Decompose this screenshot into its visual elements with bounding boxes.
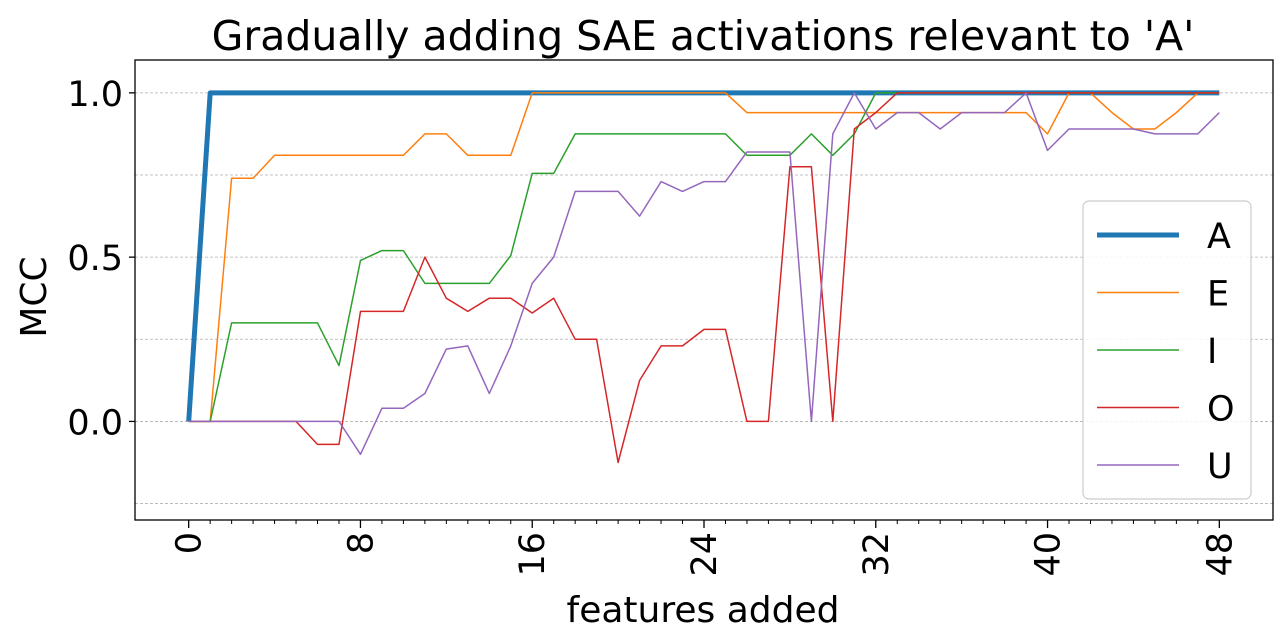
legend-label-O: O: [1207, 390, 1235, 430]
x-tick-label: 16: [513, 532, 553, 577]
series-line-O: [188, 92, 1220, 464]
axes: 0.0 0.5 1.0 0 8 16 24 32 40 48: [67, 59, 1274, 577]
series-lines: [186, 90, 1220, 464]
series-line-E: [188, 92, 1220, 423]
x-tick-label: 8: [341, 532, 381, 554]
series-line-I: [188, 92, 1220, 423]
y-tick-label: 1.0: [67, 75, 123, 115]
y-tick-label: 0.0: [67, 403, 123, 443]
legend-label-I: I: [1207, 332, 1217, 372]
x-tick-label: 24: [685, 532, 725, 577]
x-tick-label: 48: [1200, 532, 1240, 577]
y-axis-label: MCC: [14, 256, 55, 337]
legend-label-E: E: [1207, 275, 1229, 315]
legend-label-U: U: [1207, 447, 1233, 487]
x-tick-label: 40: [1029, 532, 1069, 577]
legend-label-A: A: [1207, 217, 1231, 257]
y-tick-label: 0.5: [67, 239, 123, 279]
x-tick-label: 0: [170, 532, 210, 554]
series-line-A: [186, 90, 1220, 422]
series-line-U: [188, 92, 1220, 456]
x-tick-label: 32: [857, 532, 897, 577]
chart-title: Gradually adding SAE activations relevan…: [212, 12, 1195, 60]
x-axis-label: features added: [567, 590, 840, 631]
